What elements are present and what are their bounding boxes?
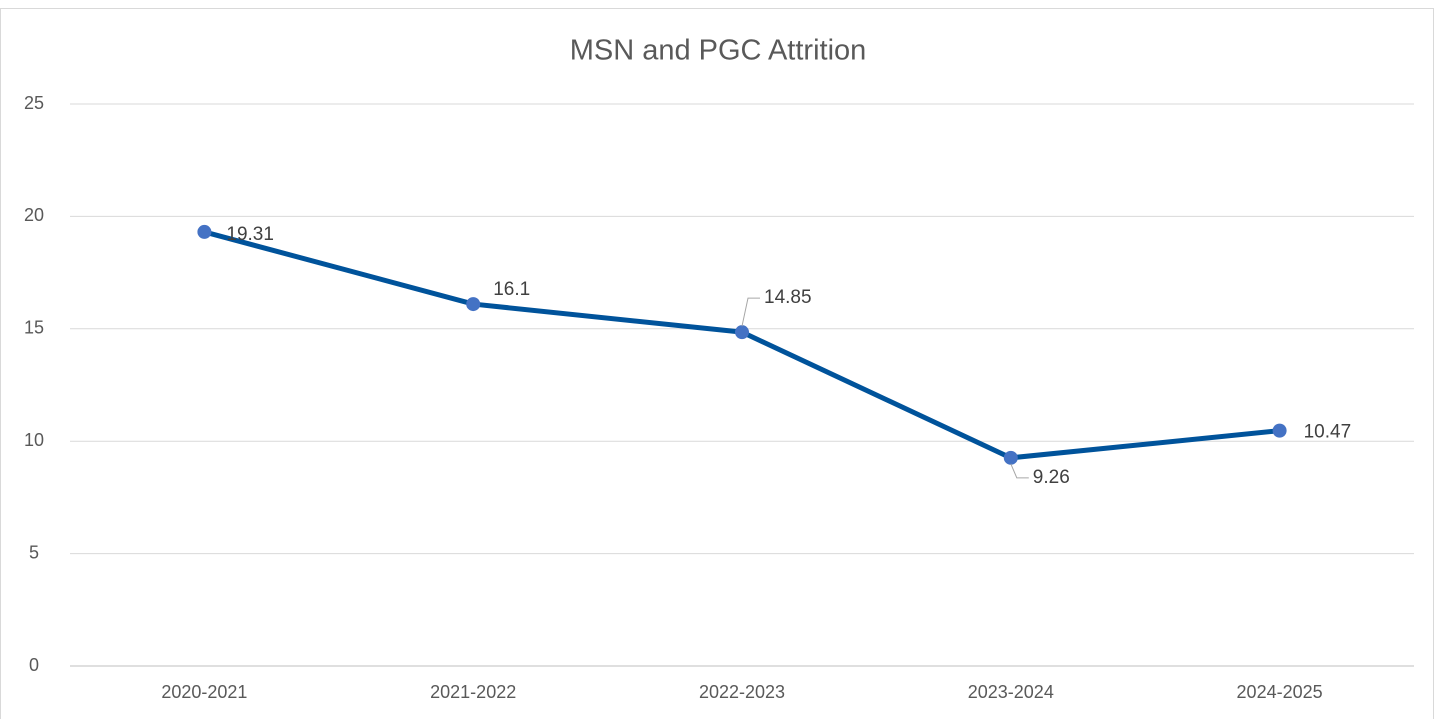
y-tick-label: 10: [24, 430, 44, 450]
data-point: [735, 325, 749, 340]
x-tick-label: 2024-2025: [1237, 682, 1323, 702]
y-tick-label: 5: [29, 542, 39, 562]
leader-line: [741, 297, 760, 327]
data-label: 16.1: [493, 279, 530, 300]
data-label: 19.31: [226, 224, 274, 245]
y-tick-label: 0: [29, 655, 39, 675]
y-tick-label: 25: [24, 93, 44, 113]
x-tick-label: 2023-2024: [968, 682, 1054, 702]
data-label: 9.26: [1033, 467, 1070, 488]
data-point: [1003, 450, 1018, 465]
data-point: [197, 224, 212, 239]
data-point: [1272, 423, 1287, 438]
data-label: 10.47: [1304, 422, 1352, 443]
y-tick-label: 20: [24, 205, 44, 225]
chart-border: [0, 8, 1434, 719]
x-tick-label: 2022-2023: [699, 682, 785, 702]
data-label: 14.85: [764, 287, 812, 308]
y-tick-label: 15: [24, 318, 44, 338]
x-tick-label: 2021-2022: [430, 682, 516, 702]
chart-title: MSN and PGC Attrition: [570, 35, 867, 67]
x-tick-label: 2020-2021: [161, 682, 247, 702]
leader-line: [1010, 463, 1029, 479]
data-point: [466, 297, 481, 312]
